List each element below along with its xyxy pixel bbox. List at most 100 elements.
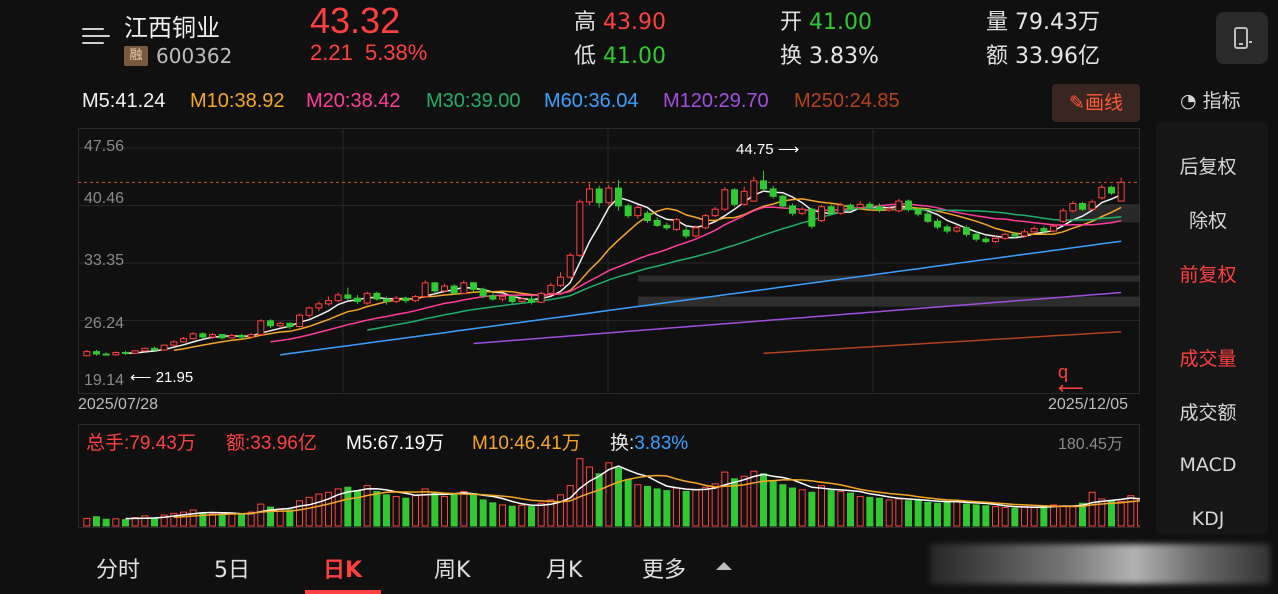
volume-bar (1137, 497, 1140, 527)
candle-body (798, 208, 806, 214)
turnover-stat: 换 3.83% (780, 38, 879, 70)
tab-daily-k[interactable]: 日K (323, 558, 363, 583)
volume-bar (557, 494, 564, 527)
candle-body (1117, 181, 1125, 202)
stock-code: 600362 (156, 44, 233, 68)
volume-bar (315, 493, 323, 527)
indicator-button[interactable]: ◔ 指标 (1180, 86, 1241, 113)
candle-body (267, 320, 274, 327)
volume-bar (1079, 502, 1086, 527)
side-item-volume[interactable]: 成交量 (1179, 348, 1237, 370)
volume-bar (837, 490, 845, 527)
amount-label: 额 (986, 44, 1009, 69)
candle-body (711, 208, 719, 217)
open-value: 41.00 (809, 10, 872, 35)
pencil-icon: ✎ (1069, 92, 1085, 114)
candle-body (112, 351, 120, 356)
volume-bar (972, 504, 980, 527)
ma30-line (367, 207, 1122, 331)
volume-bar (1030, 506, 1038, 527)
volume-ma5-line (125, 465, 1140, 520)
candle-body (837, 204, 845, 214)
candle-body (479, 288, 487, 297)
tab-weekly-k[interactable]: 周K (434, 558, 471, 583)
volume-turnover: 换:3.83% (610, 428, 688, 455)
volume-bar (789, 487, 796, 527)
candle-body (702, 215, 709, 229)
volume-bar (112, 518, 120, 527)
gauge-icon: ◔ (1180, 90, 1197, 112)
candle-body (905, 200, 912, 210)
candle-body (934, 220, 941, 228)
candle-body (93, 351, 100, 355)
candle-body (856, 203, 864, 209)
low-stat: 低 41.00 (574, 38, 666, 70)
caret-up-icon[interactable] (716, 562, 732, 570)
volume-bar (441, 496, 448, 527)
candlestick-chart[interactable] (78, 128, 1140, 394)
volume-bar (644, 485, 651, 527)
volume-bar (1108, 500, 1115, 527)
high-value: 43.90 (603, 10, 666, 35)
tab-more[interactable]: 更多 (642, 558, 687, 583)
candle-body (1069, 203, 1077, 212)
side-item-kdj[interactable]: KDJ (1191, 508, 1225, 530)
volume-bar (238, 513, 245, 527)
volume-bar (895, 498, 903, 527)
volume-m10: M10:46.41万 (472, 433, 581, 454)
volume-bar (924, 501, 932, 527)
back-arrow-icon: ⟵ (1058, 378, 1084, 398)
candle-body (325, 300, 332, 305)
candle-body (470, 282, 477, 290)
candle-body (412, 296, 419, 302)
volume-bar (450, 493, 458, 527)
side-item-ex-rights[interactable]: 除权 (1188, 210, 1227, 232)
volume-bar (798, 489, 806, 527)
ma60-label: M60:36.04 (544, 90, 639, 112)
side-item-pre-adjusted[interactable]: 前复权 (1179, 264, 1237, 286)
side-item-post-adjusted[interactable]: 后复权 (1179, 156, 1237, 178)
volume-bar (1040, 505, 1048, 527)
candle-body (131, 350, 139, 354)
volume-bar (856, 496, 864, 527)
volume-bar (692, 488, 700, 527)
side-item-amount[interactable]: 成交额 (1179, 402, 1237, 424)
open-label: 开 (780, 10, 803, 35)
candle-body (673, 219, 680, 230)
candle-body (218, 334, 226, 339)
side-item-macd[interactable]: MACD (1179, 454, 1237, 476)
volume-bar (421, 488, 429, 527)
ma120-line (473, 291, 1122, 345)
blurred-watermark (930, 544, 1270, 584)
candle-body (653, 220, 661, 226)
phone-icon[interactable] (1216, 12, 1268, 64)
stock-name: 江西铜业 (124, 14, 220, 42)
tab-intraday[interactable]: 分时 (96, 558, 141, 583)
tab-monthly-k[interactable]: 月K (546, 558, 583, 583)
candle-body (847, 204, 854, 210)
volume-bar (102, 518, 110, 527)
volume-bar (1117, 501, 1125, 527)
price-tick: 47.56 (84, 138, 125, 155)
candle-body (1001, 233, 1009, 239)
ma5-label: M5:41.24 (82, 90, 166, 112)
margin-badge: 融 (124, 46, 148, 66)
volume-bar (257, 503, 265, 527)
volume-bar (267, 506, 274, 527)
candle-body (160, 344, 168, 351)
chip-band (638, 275, 1140, 282)
candle-body (731, 189, 738, 205)
price-tick: 40.46 (84, 190, 125, 207)
volume-frame (78, 424, 1140, 528)
q-marker: q ⟵ (1058, 363, 1084, 398)
candle-body (141, 347, 149, 352)
candle-body (1079, 203, 1086, 210)
volume-bar (750, 470, 758, 527)
volume-bar (1069, 506, 1077, 527)
volume-bar (847, 492, 854, 527)
tab-5day[interactable]: 5日 (214, 558, 250, 583)
volume-bar (218, 514, 226, 527)
candle-body (528, 298, 535, 303)
draw-line-button[interactable]: ✎画线 (1052, 84, 1140, 122)
menu-icon[interactable] (82, 24, 110, 48)
